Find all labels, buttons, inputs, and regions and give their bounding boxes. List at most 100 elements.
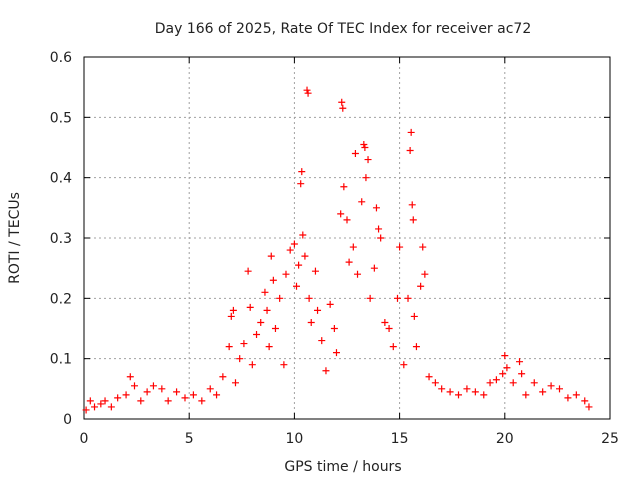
data-point — [130, 382, 138, 390]
data-point — [338, 98, 346, 106]
data-point — [322, 367, 330, 375]
data-point — [276, 294, 284, 302]
data-point — [360, 140, 368, 148]
data-point — [143, 388, 151, 396]
axis-ticks: 0 5 10 15 20 25 0 0.1 0.2 0.3 0.4 0.5 0.6 — [50, 50, 619, 447]
data-point — [377, 234, 385, 242]
data-point — [280, 361, 288, 369]
x-tick-label: 20 — [496, 431, 514, 447]
data-point — [305, 294, 313, 302]
x-tick-label: 15 — [391, 431, 409, 447]
y-tick-label: 0.2 — [50, 291, 72, 307]
data-point — [267, 252, 275, 260]
data-point — [499, 370, 507, 378]
x-axis-label: GPS time / hours — [284, 459, 401, 475]
data-point — [299, 231, 307, 239]
data-point — [446, 388, 454, 396]
x-tick-label: 25 — [601, 431, 619, 447]
data-point — [358, 198, 366, 206]
data-point — [340, 183, 348, 191]
y-tick-label: 0.5 — [50, 110, 72, 126]
data-point — [408, 201, 416, 209]
data-point — [409, 216, 417, 224]
chart-title: Day 166 of 2025, Rate Of TEC Index for r… — [155, 21, 531, 37]
data-point — [91, 403, 99, 411]
data-point — [364, 156, 372, 164]
data-point — [339, 104, 347, 112]
data-point — [337, 210, 345, 218]
data-point — [361, 144, 369, 151]
data-point — [572, 391, 580, 399]
data-point — [407, 128, 415, 136]
data-point — [404, 294, 412, 302]
y-tick-label: 0.3 — [50, 231, 72, 247]
data-point — [231, 379, 239, 387]
x-tick-label: 10 — [285, 431, 303, 447]
data-point — [381, 318, 389, 326]
data-point — [412, 343, 420, 351]
data-point — [301, 252, 309, 260]
data-point — [101, 397, 109, 405]
y-tick-label: 0.1 — [50, 352, 72, 368]
x-tick-label: 0 — [80, 431, 89, 447]
data-point — [389, 343, 397, 351]
data-point — [236, 355, 244, 363]
data-point — [149, 382, 157, 390]
data-point — [351, 150, 359, 158]
data-point — [522, 391, 530, 399]
data-point — [314, 306, 322, 314]
data-point — [297, 180, 305, 188]
data-point — [213, 391, 221, 399]
data-point — [372, 204, 380, 212]
data-point — [366, 294, 374, 302]
data-point — [349, 243, 357, 251]
data-point — [425, 373, 433, 381]
data-point — [311, 267, 319, 275]
data-point — [164, 397, 172, 405]
data-point — [137, 397, 145, 405]
data-point — [370, 264, 378, 272]
data-point — [343, 216, 351, 224]
data-point — [556, 385, 564, 393]
data-point — [263, 306, 271, 314]
data-point — [385, 325, 393, 332]
data-point — [244, 267, 252, 275]
data-point — [307, 318, 315, 326]
data-point — [362, 174, 370, 182]
data-point — [107, 403, 115, 411]
data-point — [530, 379, 538, 387]
data-point — [198, 397, 206, 405]
data-point — [421, 270, 429, 278]
x-tick-label: 5 — [185, 431, 194, 447]
data-point — [248, 361, 256, 369]
data-point — [518, 370, 526, 378]
data-point — [261, 288, 269, 296]
data-point — [114, 394, 122, 402]
data-point — [345, 258, 353, 266]
data-point — [547, 382, 555, 390]
data-point — [581, 397, 589, 405]
data-point — [126, 373, 134, 381]
data-point — [509, 379, 517, 387]
y-tick-label: 0.6 — [50, 50, 72, 66]
data-point — [564, 394, 572, 402]
data-point — [219, 373, 227, 381]
data-point — [295, 261, 303, 269]
data-point — [410, 312, 418, 320]
data-point — [400, 361, 408, 369]
data-point — [326, 300, 334, 308]
data-point — [293, 282, 301, 290]
data-point — [269, 276, 277, 284]
data-point — [225, 343, 233, 351]
data-point — [431, 379, 439, 387]
data-point — [406, 147, 414, 155]
data-points — [82, 86, 593, 414]
y-tick-label: 0.4 — [50, 171, 72, 187]
data-point — [298, 168, 306, 176]
data-point — [158, 385, 166, 393]
data-point — [304, 89, 312, 97]
data-point — [516, 358, 524, 366]
data-point — [463, 385, 471, 393]
data-point — [265, 343, 273, 351]
data-point — [97, 400, 105, 408]
